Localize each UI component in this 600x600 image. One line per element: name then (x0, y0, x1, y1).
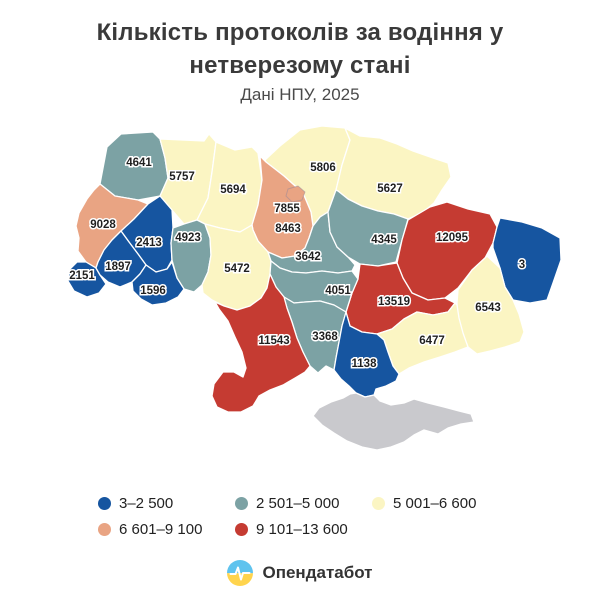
map-region-city (285, 185, 306, 203)
region-value-label: 5694 (220, 184, 246, 196)
region-value-label: 6543 (475, 302, 501, 314)
map-region (131, 261, 185, 306)
region-value-label: 5806 (310, 162, 336, 174)
legend-item: 6 601–9 100 (98, 521, 235, 538)
region-value-label: 12095 (436, 232, 469, 244)
legend-color-dot (372, 496, 385, 510)
map-region (456, 255, 525, 355)
opendatabot-logo-icon (227, 560, 254, 586)
legend-color-dot (98, 522, 111, 536)
subtitle: Дані НПУ, 2025 (240, 85, 360, 104)
region-value-label: 8463 (275, 223, 301, 235)
region-value-label: 4345 (371, 234, 397, 246)
legend-row: 3–2 500 2 501–5 000 5 001–6 600 (98, 490, 568, 516)
legend-item: 2 501–5 000 (235, 495, 372, 512)
pulse-line-icon (229, 566, 251, 581)
legend-color-dot (235, 496, 248, 510)
region-value-label: 3 (519, 259, 525, 271)
legend-label: 6 601–9 100 (119, 520, 203, 538)
region-value-label: 7855 (274, 203, 300, 215)
brand-footer: Опендатабот (0, 560, 600, 586)
region-value-label: 11543 (258, 335, 289, 347)
region-value-label: 9028 (90, 219, 116, 231)
region-value-label: 4051 (325, 285, 351, 297)
map-region (95, 230, 147, 288)
legend-item: 5 001–6 600 (372, 495, 509, 512)
legend-label: 5 001–6 600 (393, 494, 477, 512)
region-value-label: 13519 (378, 296, 410, 308)
brand-name: Опендатабот (262, 563, 373, 582)
map-region-crimea (312, 392, 475, 451)
legend-label: 2 501–5 000 (256, 494, 340, 512)
legend-item: 3–2 500 (98, 495, 235, 512)
region-value-label: 6477 (419, 335, 445, 347)
legend-color-dot (98, 496, 111, 510)
legend-label: 3–2 500 (119, 494, 174, 512)
region-value-label: 2413 (136, 237, 162, 249)
region-value-label: 5757 (169, 171, 195, 183)
map-region (492, 217, 562, 304)
legend-color-dot (235, 522, 248, 536)
region-value-label: 4641 (126, 157, 152, 169)
legend-label: 9 101–13 600 (256, 520, 348, 538)
legend-row: 6 601–9 100 9 101–13 600 (98, 516, 568, 542)
region-value-label: 3642 (295, 251, 321, 263)
region-value-label: 1897 (105, 261, 131, 273)
region-value-label: 3368 (312, 331, 338, 343)
region-value-label: 2151 (69, 270, 95, 282)
region-value-label: 4923 (175, 232, 201, 244)
legend: 3–2 500 2 501–5 000 5 001–6 600 6 601–9 … (98, 490, 568, 542)
page-title: Кількість протоколів за водіння у нетвере… (96, 19, 504, 79)
title-block: Кількість протоколів за водіння у нетвере… (0, 16, 600, 105)
map-region (333, 311, 400, 398)
region-value-label: 1596 (140, 285, 166, 297)
region-value-label: 5627 (377, 183, 403, 195)
region-value-label: 1138 (352, 358, 378, 370)
legend-item: 9 101–13 600 (235, 521, 372, 538)
map-region (211, 273, 311, 413)
region-value-label: 5472 (224, 263, 250, 275)
